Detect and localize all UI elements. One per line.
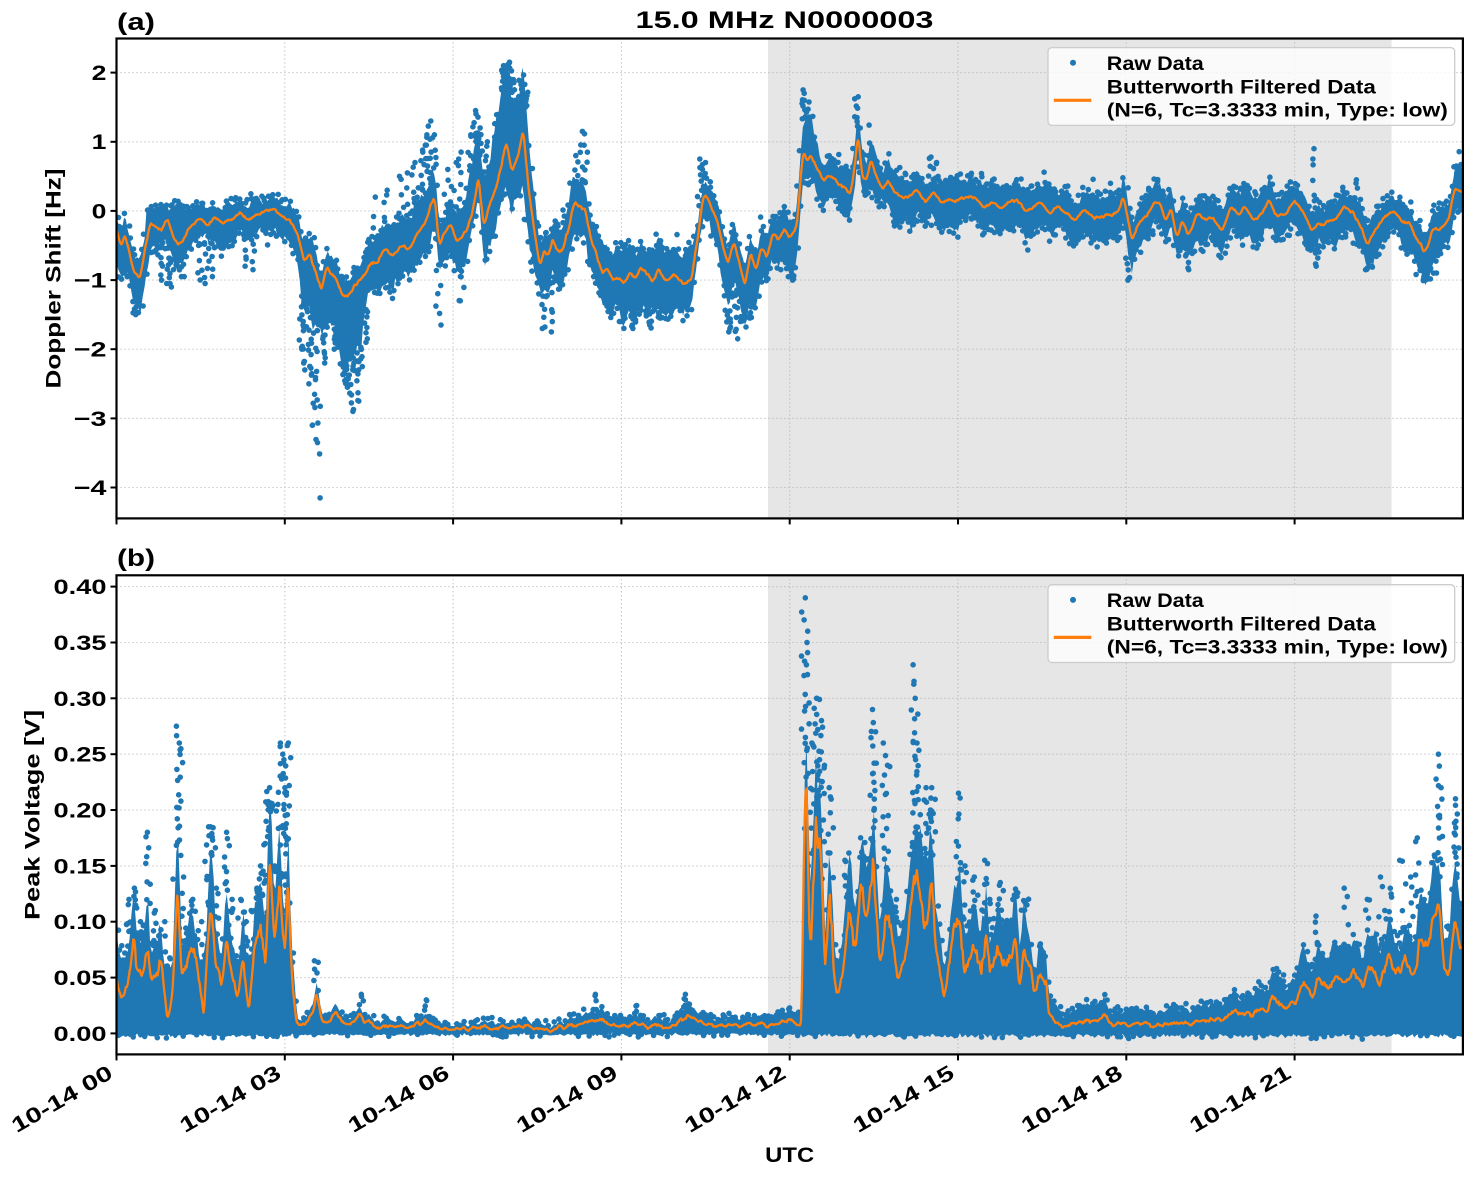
svg-text:Butterworth Filtered Data: Butterworth Filtered Data bbox=[1107, 78, 1376, 99]
svg-text:0.15: 0.15 bbox=[54, 854, 107, 878]
svg-text:Doppler Shift [Hz]: Doppler Shift [Hz] bbox=[42, 169, 66, 389]
svg-text:0.30: 0.30 bbox=[54, 687, 107, 711]
svg-text:Raw Data: Raw Data bbox=[1107, 54, 1204, 75]
svg-text:UTC: UTC bbox=[765, 1143, 814, 1167]
svg-text:Peak Voltage [V]: Peak Voltage [V] bbox=[21, 710, 45, 920]
svg-text:0.40: 0.40 bbox=[54, 575, 107, 599]
svg-text:0.25: 0.25 bbox=[54, 743, 107, 767]
svg-text:2: 2 bbox=[92, 61, 107, 85]
svg-text:−4: −4 bbox=[74, 476, 107, 500]
svg-text:0.10: 0.10 bbox=[54, 910, 107, 934]
svg-text:(N=6, Tc=3.3333 min, Type: low: (N=6, Tc=3.3333 min, Type: low) bbox=[1107, 101, 1448, 122]
svg-text:(N=6, Tc=3.3333 min, Type: low: (N=6, Tc=3.3333 min, Type: low) bbox=[1107, 638, 1448, 659]
svg-text:1: 1 bbox=[92, 130, 107, 154]
svg-text:0.35: 0.35 bbox=[54, 631, 107, 655]
svg-text:Butterworth Filtered Data: Butterworth Filtered Data bbox=[1107, 615, 1376, 636]
svg-text:0.00: 0.00 bbox=[54, 1022, 107, 1046]
svg-text:−3: −3 bbox=[74, 407, 107, 431]
svg-text:(a): (a) bbox=[117, 9, 155, 36]
svg-text:15.0 MHz N0000003: 15.0 MHz N0000003 bbox=[636, 7, 934, 34]
svg-text:−2: −2 bbox=[74, 338, 107, 362]
svg-text:0: 0 bbox=[92, 199, 107, 223]
svg-text:0.05: 0.05 bbox=[54, 966, 107, 990]
svg-text:(b): (b) bbox=[117, 545, 155, 572]
svg-text:−1: −1 bbox=[74, 269, 107, 293]
svg-text:Raw Data: Raw Data bbox=[1107, 591, 1204, 612]
svg-text:0.20: 0.20 bbox=[54, 799, 107, 823]
